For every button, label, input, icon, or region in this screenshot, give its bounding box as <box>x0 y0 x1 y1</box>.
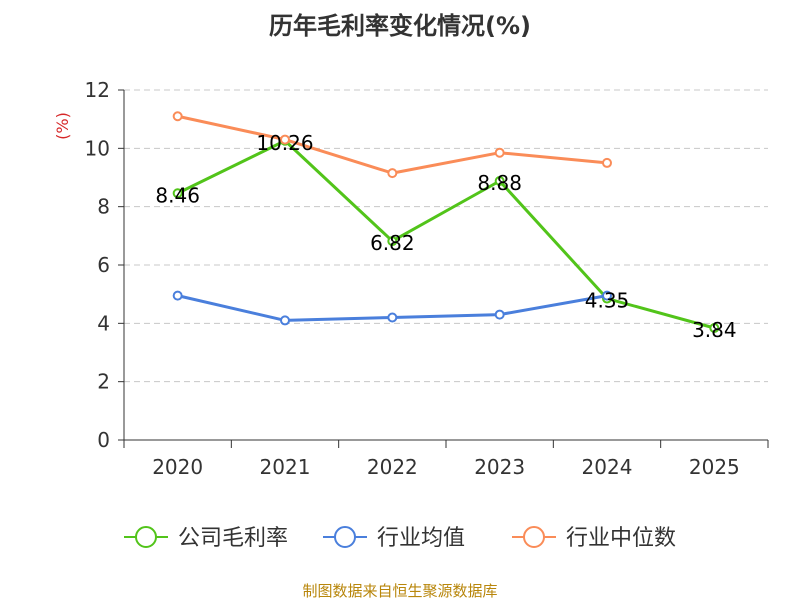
data-label: 10.26 <box>256 131 313 155</box>
legend-marker-icon <box>334 526 356 548</box>
x-tick-label: 2025 <box>689 455 740 479</box>
data-label: 6.82 <box>370 231 415 255</box>
data-point[interactable] <box>709 323 720 333</box>
x-tick-label: 2023 <box>474 455 525 479</box>
data-point[interactable] <box>387 236 398 247</box>
data-point[interactable] <box>387 168 398 179</box>
data-point[interactable] <box>172 188 183 199</box>
data-point[interactable] <box>172 111 183 122</box>
series-line <box>177 139 715 330</box>
data-label: 8.46 <box>155 183 200 207</box>
data-point[interactable] <box>494 176 505 186</box>
data-point[interactable] <box>494 309 505 320</box>
y-tick-label: 0 <box>97 428 110 452</box>
y-axis-unit: (%) <box>53 112 72 140</box>
legend-item[interactable]: 行业均值 <box>323 526 465 551</box>
x-tick-label: 2022 <box>367 455 418 479</box>
y-tick-label: 2 <box>97 370 110 394</box>
y-tick-label: 10 <box>85 136 110 160</box>
x-tick-label: 2021 <box>260 455 311 479</box>
series-lines <box>172 111 720 333</box>
legend-label: 行业中位数 <box>566 526 676 551</box>
axes: 0 2 4 6 8 10 12 2020 2021 2022 2023 2024 2025 <box>85 78 769 479</box>
chart-title: 历年毛利率变化情况(%) <box>269 12 531 40</box>
legend[interactable]: 公司毛利率 行业均值 行业中位数 <box>124 526 676 551</box>
data-point[interactable] <box>387 312 398 323</box>
data-label: 3.84 <box>692 318 737 342</box>
data-labels: 8.46 10.26 6.82 8.88 4.35 3.84 <box>155 131 736 342</box>
legend-marker-icon <box>135 526 157 548</box>
x-tick-label: 2024 <box>582 455 633 479</box>
data-point[interactable] <box>602 290 612 301</box>
data-point[interactable] <box>602 157 612 168</box>
legend-label: 公司毛利率 <box>178 526 288 551</box>
data-point[interactable] <box>280 315 290 326</box>
legend-label: 行业均值 <box>377 526 465 551</box>
data-label: 8.88 <box>477 171 522 195</box>
data-point[interactable] <box>172 290 183 301</box>
x-tick-label: 2020 <box>152 455 203 479</box>
series-line <box>177 114 608 175</box>
data-label: 4.35 <box>585 289 630 313</box>
y-tick-label: 6 <box>97 253 110 277</box>
y-tick-label: 8 <box>97 195 110 219</box>
y-tick-label: 12 <box>85 78 110 102</box>
legend-item[interactable]: 公司毛利率 <box>124 526 288 551</box>
grid-lines <box>124 89 768 383</box>
data-point[interactable] <box>494 147 505 158</box>
legend-item[interactable]: 行业中位数 <box>512 526 676 551</box>
legend-marker-icon <box>523 526 545 548</box>
source-note: 制图数据来自恒生聚源数据库 <box>302 582 497 600</box>
data-point[interactable] <box>280 134 290 145</box>
y-tick-label: 4 <box>97 311 110 335</box>
